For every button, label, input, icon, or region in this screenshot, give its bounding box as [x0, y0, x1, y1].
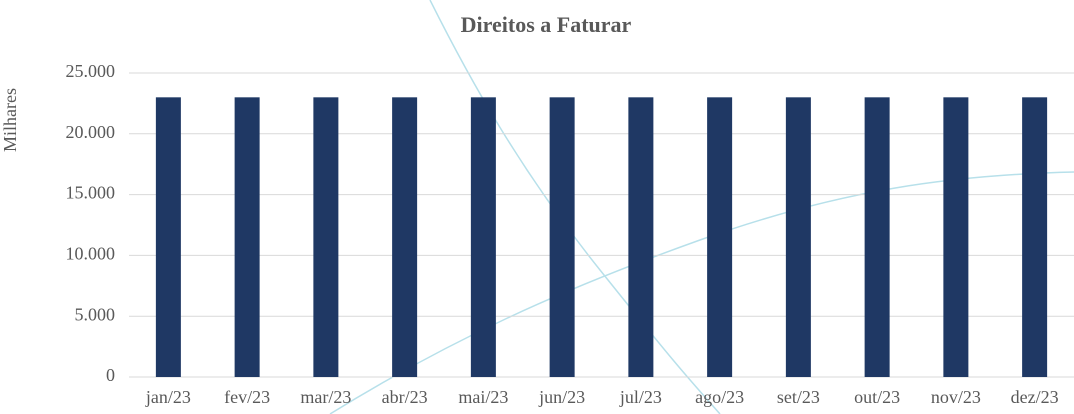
y-tick-label: 20.000: [66, 122, 116, 142]
bar: [628, 97, 654, 377]
x-tick-label: jan/23: [145, 387, 191, 407]
bar: [155, 97, 181, 377]
bar: [707, 97, 733, 377]
bar: [392, 97, 418, 377]
x-tick-label: dez/23: [1011, 387, 1059, 407]
x-tick-label: fev/23: [224, 387, 270, 407]
bar: [943, 97, 969, 377]
x-tick-label: nov/23: [931, 387, 981, 407]
y-tick-label: 25.000: [66, 61, 116, 81]
y-axis-label: Milhares: [0, 88, 20, 152]
bar: [864, 97, 890, 377]
plot: 0 5.000 10.000 15.000 20.000 25.000 jan/23 fev/…: [66, 61, 1074, 407]
x-tick-label: set/23: [777, 387, 820, 407]
x-tick-label: ago/23: [695, 387, 744, 407]
bar: [785, 97, 811, 377]
x-tick-label: mai/23: [458, 387, 508, 407]
bar: [313, 97, 339, 377]
y-tick-label: 5.000: [75, 304, 116, 324]
x-tick-label: mar/23: [300, 387, 351, 407]
bar: [1022, 97, 1048, 377]
y-tick-label: 10.000: [66, 244, 116, 264]
bar: [549, 97, 575, 377]
x-tick-label: jun/23: [538, 387, 585, 407]
x-tick-label: jul/23: [619, 387, 662, 407]
x-tick-label: abr/23: [382, 387, 428, 407]
bar: [234, 97, 260, 377]
x-tick-label: out/23: [854, 387, 900, 407]
bar: [470, 97, 496, 377]
y-tick-label: 15.000: [66, 183, 116, 203]
decor-curve: [429, 0, 721, 414]
y-tick-label: 0: [106, 365, 115, 385]
chart-title: Direitos a Faturar: [461, 12, 632, 37]
